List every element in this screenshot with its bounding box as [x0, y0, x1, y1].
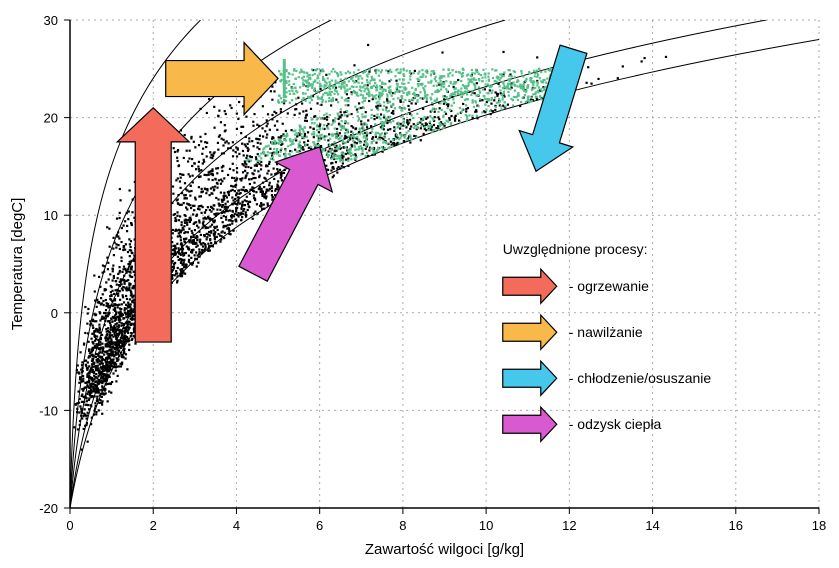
legend-title: Uwzględnione procesy: [503, 241, 648, 257]
x-tick-label: 14 [645, 518, 659, 533]
x-tick-label: 8 [399, 518, 406, 533]
legend-item-label: - chłodzenie/osuszanie [569, 370, 712, 386]
y-axis-label: Temperatura [degC] [9, 198, 26, 331]
legend-item-label: - ogrzewanie [569, 278, 649, 294]
y-tick-label: 20 [44, 111, 58, 126]
x-tick-label: 18 [812, 518, 826, 533]
x-tick-label: 4 [233, 518, 240, 533]
x-tick-label: 12 [562, 518, 576, 533]
x-axis-label: Zawartość wilgoci [g/kg] [365, 541, 524, 558]
psychrometric-chart: 0 2 4 6 8 10 12 14 16 18 -20 -10 0 10 20 30 Zawartość wi… [0, 0, 839, 568]
y-tick-label: -10 [39, 403, 58, 418]
x-tick-label: 16 [729, 518, 743, 533]
x-tick-label: 6 [316, 518, 323, 533]
y-tick-label: -20 [39, 501, 58, 516]
legend-item-label: - odzysk ciepła [569, 416, 662, 432]
x-tick-label: 0 [66, 518, 73, 533]
y-tick-label: 10 [44, 208, 58, 223]
y-tick-label: 0 [51, 306, 58, 321]
y-tick-label: 30 [44, 13, 58, 28]
x-tick-label: 2 [150, 518, 157, 533]
legend-item-label: - nawilżanie [569, 324, 643, 340]
x-tick-label: 10 [479, 518, 493, 533]
